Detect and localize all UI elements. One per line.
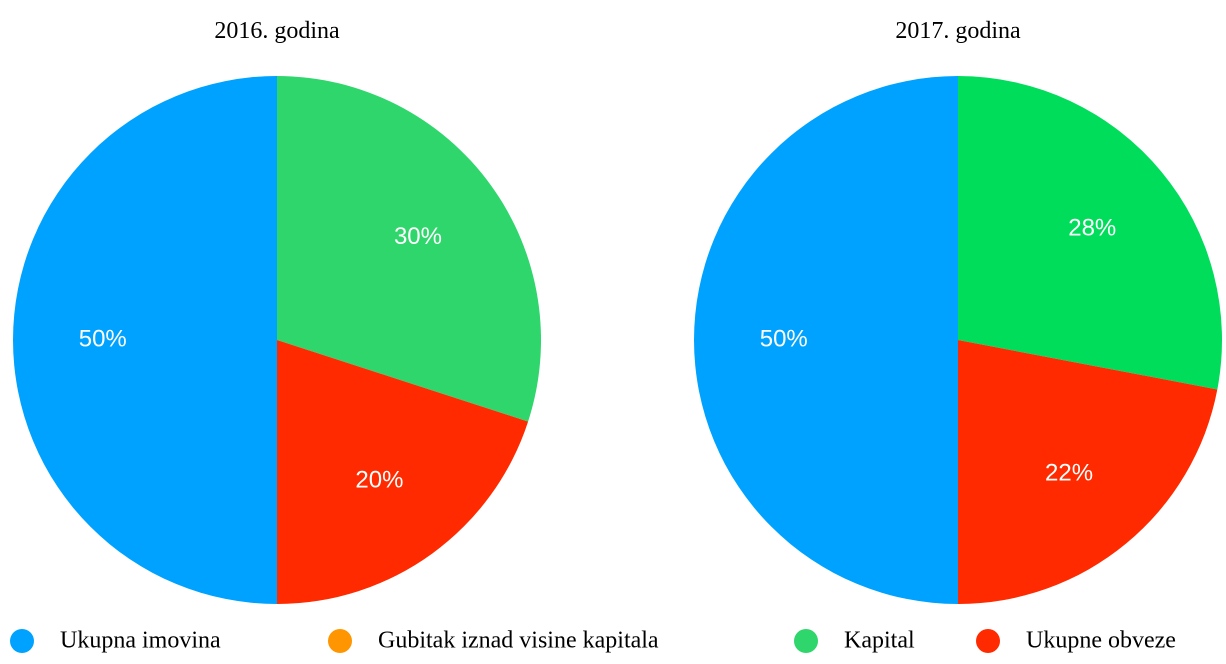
- legend-swatch: [794, 629, 818, 653]
- data-label: 30%: [394, 223, 442, 250]
- chart-title: 2016. godina: [214, 18, 340, 44]
- data-label: 28%: [1068, 214, 1116, 241]
- pie-slice: [277, 76, 541, 422]
- chart-title: 2017. godina: [895, 18, 1021, 44]
- data-label: 22%: [1045, 460, 1093, 487]
- data-label: 50%: [79, 325, 127, 352]
- data-label: 50%: [760, 325, 808, 352]
- legend-label: Ukupne obveze: [1026, 628, 1176, 654]
- pie-slice: [13, 76, 277, 604]
- legend-label: Gubitak iznad visine kapitala: [378, 628, 659, 654]
- legend-swatch: [10, 629, 34, 653]
- legend-swatch: [976, 629, 1000, 653]
- legend-label: Kapital: [844, 628, 915, 654]
- pie-slice: [277, 340, 529, 604]
- pie-slice: [958, 340, 1218, 604]
- data-label: 20%: [355, 466, 403, 493]
- pie-slice: [694, 76, 958, 604]
- legend-swatch: [328, 629, 352, 653]
- legend-label: Ukupna imovina: [60, 628, 221, 654]
- pie-slice: [958, 76, 1222, 390]
